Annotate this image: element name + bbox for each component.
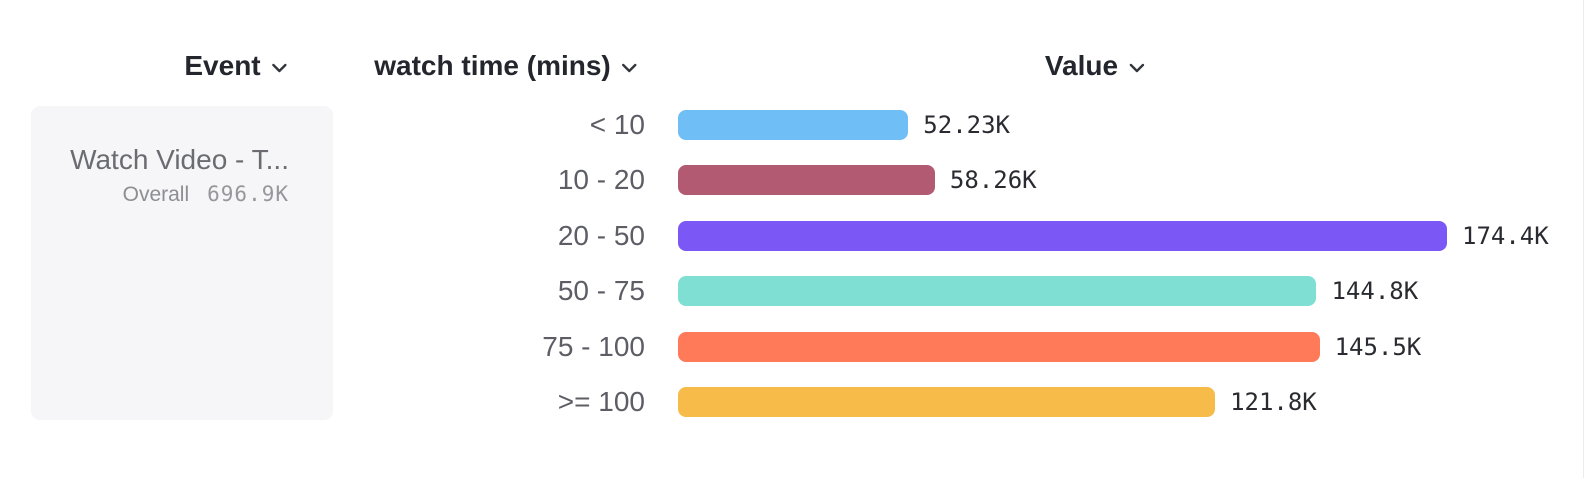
- bar-row: 50 - 75 144.8K: [0, 264, 1583, 320]
- breakdown-column-header[interactable]: watch time (mins): [374, 50, 637, 82]
- bar-row: 10 - 20 58.26K: [0, 153, 1583, 209]
- bucket-label: 10 - 20: [557, 164, 645, 196]
- bucket-label: < 10: [589, 108, 645, 140]
- value-bar[interactable]: [678, 331, 1320, 362]
- bar-row: < 10 52.23K: [0, 97, 1583, 153]
- event-card[interactable]: Watch Video - T... Overall 696.9K: [31, 106, 333, 420]
- value-column-label: Value: [1044, 50, 1119, 81]
- value-bar[interactable]: [678, 387, 1216, 418]
- value-bar[interactable]: [678, 220, 1447, 251]
- bar-row: 75 - 100 145.5K: [0, 319, 1583, 375]
- value-label: 121.8K: [1230, 388, 1317, 417]
- bucket-label: 20 - 50: [557, 219, 645, 251]
- bucket-label: 50 - 75: [557, 275, 645, 307]
- chevron-down-icon: [272, 63, 287, 73]
- value-bar[interactable]: [678, 165, 935, 196]
- bar-row: 20 - 50 174.4K: [0, 208, 1583, 264]
- event-column-label: Event: [184, 50, 261, 81]
- event-title: Watch Video - T...: [70, 144, 289, 175]
- overall-label: Overall: [122, 183, 190, 206]
- event-card-text: Watch Video - T... Overall 696.9K: [70, 143, 289, 207]
- value-label: 174.4K: [1462, 221, 1549, 250]
- value-column-header[interactable]: Value: [1045, 50, 1145, 82]
- bar-chart: < 10 52.23K 10 - 20 58.26K 20 - 50 174.4K 50 -…: [0, 97, 1583, 430]
- bucket-label: >= 100: [557, 386, 645, 418]
- value-bar[interactable]: [678, 109, 909, 140]
- value-label: 52.23K: [923, 110, 1010, 139]
- value-label: 144.8K: [1331, 277, 1419, 306]
- event-overall-row: Overall 696.9K: [70, 182, 289, 207]
- chevron-down-icon: [622, 63, 637, 73]
- breakdown-column-label: watch time (mins): [374, 50, 611, 81]
- value-label: 58.26K: [949, 166, 1037, 195]
- event-column-header[interactable]: Event: [184, 50, 287, 82]
- value-label: 145.5K: [1334, 332, 1422, 361]
- overall-value: 696.9K: [207, 182, 289, 206]
- value-bar[interactable]: [678, 276, 1317, 307]
- bar-row: >= 100 121.8K: [0, 375, 1583, 431]
- bucket-label: 75 - 100: [542, 330, 645, 362]
- chevron-down-icon: [1129, 63, 1145, 73]
